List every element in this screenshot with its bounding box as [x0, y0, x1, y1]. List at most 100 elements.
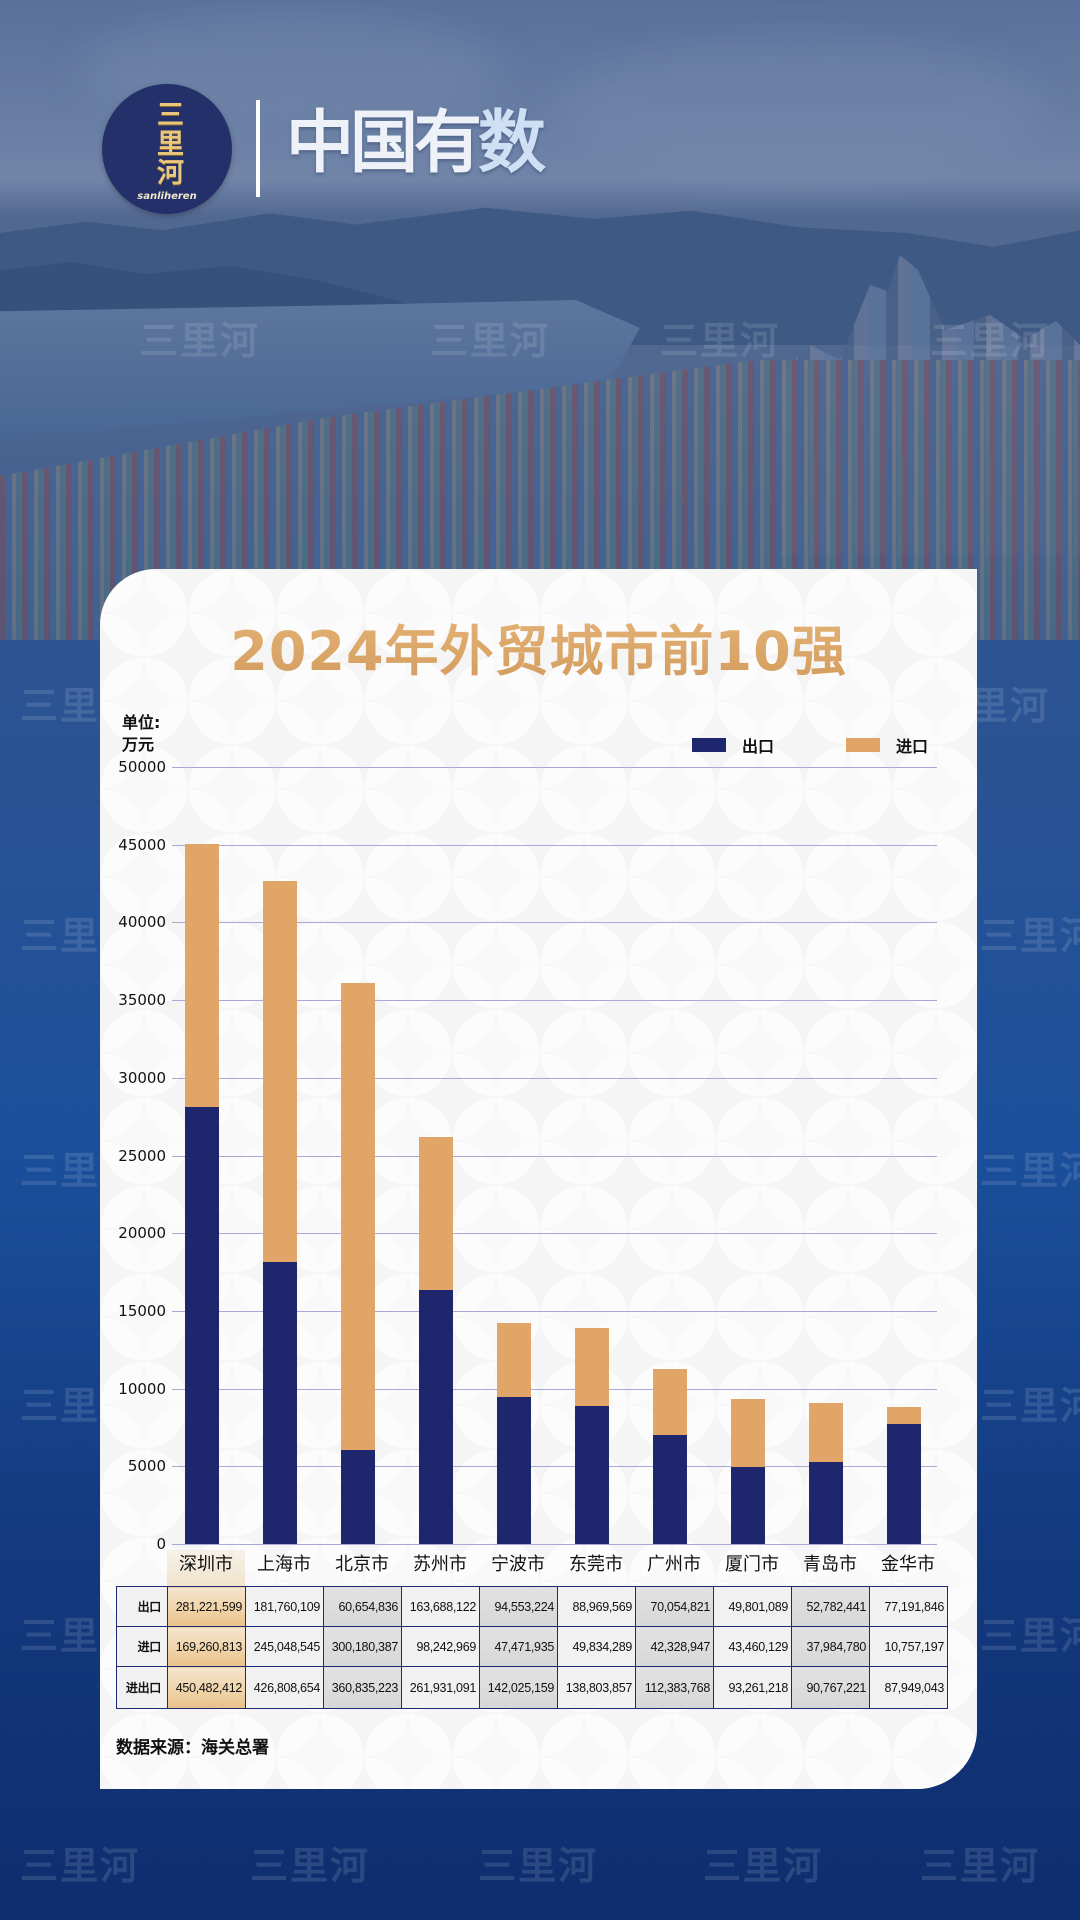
bar-segment-import [185, 844, 219, 1107]
brand-title: 中国有数 [286, 104, 546, 184]
y-axis-tick-label: 40000 [118, 913, 166, 931]
table-cell: 42,328,947 [635, 1626, 714, 1667]
bar-2 [341, 983, 375, 1544]
table-cell: 98,242,969 [401, 1626, 480, 1667]
x-axis-category-label: 厦门市 [725, 1554, 779, 1575]
gridline [172, 1544, 937, 1545]
x-axis-category-label: 广州市 [647, 1554, 701, 1575]
bar-5 [575, 1328, 609, 1544]
gridline [172, 1156, 937, 1157]
logo-subtitle: sanliheren [137, 191, 197, 202]
table-row-header: 进出口 [116, 1666, 168, 1709]
bar-7 [731, 1399, 765, 1544]
y-axis-tick-label: 30000 [118, 1069, 166, 1087]
bar-4 [497, 1323, 531, 1544]
x-axis-category-label: 青岛市 [803, 1554, 857, 1575]
watermark-text: 三里河 [980, 1384, 1080, 1428]
y-axis-tick-label: 45000 [118, 836, 166, 854]
x-axis-category-label: 东莞市 [569, 1554, 623, 1575]
watermark-text: 三里河 [250, 1844, 371, 1888]
gridline [172, 1389, 937, 1390]
data-table: 出口 281,221,599 181,760,109 60,654,836 163,68… [116, 1586, 948, 1709]
bar-segment-export [263, 1262, 297, 1544]
bar-9 [887, 1407, 921, 1544]
y-axis-tick-label: 35000 [118, 991, 166, 1009]
table-cell: 90,767,221 [791, 1666, 870, 1709]
table-cell: 142,025,159 [479, 1666, 558, 1709]
logo-text: 三里河 [152, 100, 183, 187]
table-cell: 49,801,089 [713, 1586, 792, 1627]
bar-segment-import [887, 1407, 921, 1424]
bar-segment-export [653, 1435, 687, 1544]
table-cell: 138,803,857 [557, 1666, 636, 1709]
table-cell: 77,191,846 [869, 1586, 948, 1627]
table-cell: 112,383,768 [635, 1666, 714, 1709]
header-divider [256, 100, 260, 197]
table-row-header: 进口 [116, 1626, 168, 1667]
gridline [172, 1466, 937, 1467]
bar-3 [419, 1137, 453, 1544]
table-cell: 10,757,197 [869, 1626, 948, 1667]
legend-swatch-import [846, 738, 881, 752]
brand-title-main: 中国有 [286, 104, 482, 183]
table-cell: 70,054,821 [635, 1586, 714, 1627]
y-axis-tick-label: 5000 [127, 1457, 166, 1475]
bar-segment-export [185, 1107, 219, 1544]
table-cell: 60,654,836 [323, 1586, 402, 1627]
watermark-text: 三里河 [980, 1614, 1080, 1658]
table-row: 出口 281,221,599 181,760,109 60,654,836 163,68… [116, 1586, 948, 1627]
y-axis-tick-label: 15000 [118, 1302, 166, 1320]
data-source: 数据来源：海关总署 [116, 1738, 269, 1758]
table-row: 进出口 450,482,412 426,808,654 360,835,223 261,… [116, 1666, 948, 1709]
bar-segment-import [419, 1137, 453, 1290]
table-cell: 300,180,387 [323, 1626, 402, 1667]
y-axis-tick-label: 10000 [118, 1380, 166, 1398]
table-cell: 281,221,599 [167, 1586, 246, 1627]
gridline [172, 845, 937, 846]
watermark-text: 三里河 [478, 1844, 599, 1888]
gridline [172, 1311, 937, 1312]
unit-label: 单位: 万元 [122, 712, 160, 756]
gridline [172, 1233, 937, 1234]
bar-segment-export [731, 1467, 765, 1544]
bar-0 [185, 844, 219, 1544]
bar-segment-export [419, 1290, 453, 1544]
table-cell: 37,984,780 [791, 1626, 870, 1667]
table-cell: 163,688,122 [401, 1586, 480, 1627]
watermark-text: 三里河 [920, 1844, 1041, 1888]
bar-6 [653, 1369, 687, 1544]
table-cell: 87,949,043 [869, 1666, 948, 1709]
bar-segment-import [653, 1369, 687, 1435]
bar-segment-export [809, 1462, 843, 1544]
bar-segment-export [887, 1424, 921, 1544]
table-cell: 261,931,091 [401, 1666, 480, 1709]
bar-segment-import [263, 881, 297, 1262]
x-axis-category-label: 宁波市 [491, 1554, 545, 1575]
legend-swatch-export [692, 738, 726, 752]
cloud [560, 40, 1040, 180]
gridline [172, 922, 937, 923]
chart-card: 2024年外贸城市前10强 单位: 万元 出口 进口 0 5000 10000 150… [100, 569, 977, 1789]
watermark-text: 三里河 [430, 319, 551, 363]
table-cell: 450,482,412 [167, 1666, 246, 1709]
x-axis-category-label: 金华市 [881, 1554, 935, 1575]
bar-segment-export [575, 1406, 609, 1544]
table-cell: 52,782,441 [791, 1586, 870, 1627]
table-cell: 88,969,569 [557, 1586, 636, 1627]
bar-segment-import [809, 1403, 843, 1462]
bar-segment-import [575, 1328, 609, 1406]
bar-8 [809, 1403, 843, 1544]
table-cell: 94,553,224 [479, 1586, 558, 1627]
x-axis-category-label: 深圳市 [167, 1550, 245, 1586]
bar-segment-import [341, 983, 375, 1450]
bar-segment-import [497, 1323, 531, 1397]
legend-label-export: 出口 [742, 737, 775, 756]
plot-area: 0 5000 10000 15000 20000 25000 30000 35000 40000… [100, 569, 977, 1789]
logo: 三里河 sanliheren [102, 84, 232, 214]
table-cell: 245,048,545 [245, 1626, 324, 1667]
table-cell: 43,460,129 [713, 1626, 792, 1667]
legend-label-import: 进口 [896, 737, 929, 756]
chart-legend: 出口 进口 [692, 733, 968, 757]
chart-title: 2024年外贸城市前10强 [100, 607, 977, 686]
x-axis-category-label: 北京市 [335, 1554, 389, 1575]
